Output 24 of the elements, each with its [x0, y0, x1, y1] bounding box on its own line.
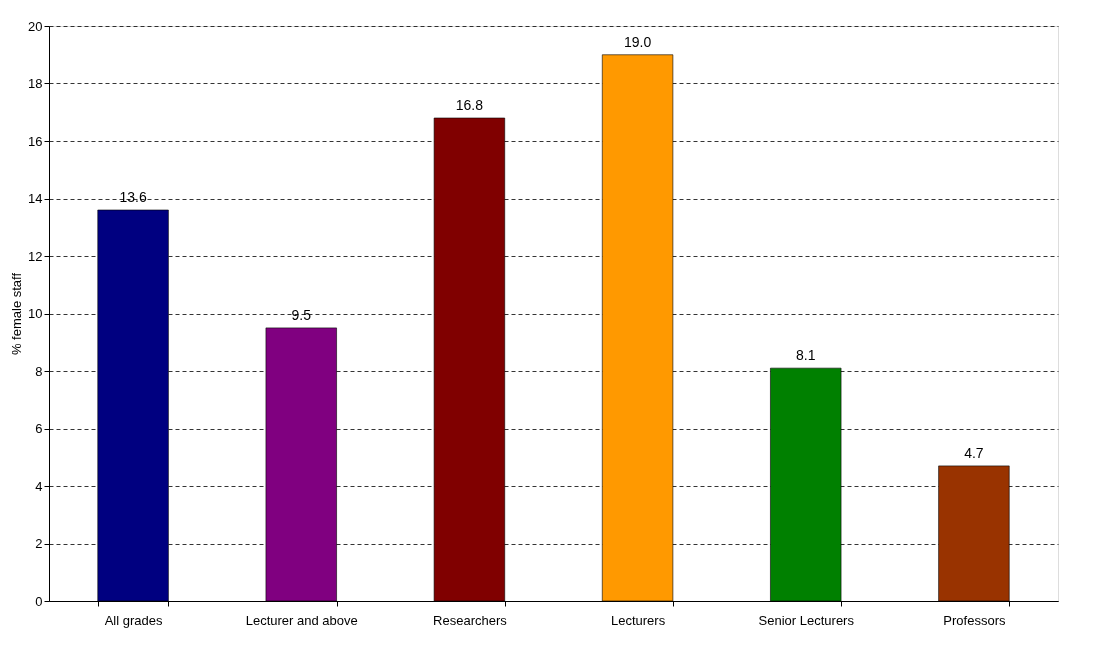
x-tick-label: All grades [104, 612, 163, 628]
y-tick-label: 12 [28, 248, 43, 264]
data-label: 19.0 [623, 33, 652, 50]
y-tick-label: 10 [28, 306, 43, 321]
y-axis-title: % female staff [9, 272, 25, 356]
y-tick-label: 6 [35, 421, 43, 436]
y-tick-label: 20 [28, 18, 43, 34]
data-label: 9.5 [291, 306, 312, 323]
y-tick-label: 16 [28, 133, 43, 149]
x-tick-label: Professors [943, 612, 1006, 628]
y-tick-label: 4 [35, 478, 43, 494]
data-label: 4.7 [964, 444, 984, 461]
y-tick-label: 2 [35, 536, 43, 551]
y-tick-label: 8 [35, 363, 43, 379]
data-label: 13.6 [119, 189, 147, 205]
x-tick-label: Lecturer and above [245, 612, 358, 628]
x-tick-label: Researchers [433, 612, 508, 628]
y-tick-label: 14 [28, 191, 43, 206]
x-tick-label: Senior Lecturers [758, 612, 855, 628]
data-label: 16.8 [455, 97, 484, 113]
data-label: 8.1 [796, 347, 816, 364]
x-tick-label: Lecturers [610, 612, 666, 628]
y-tick-label: 18 [28, 76, 43, 91]
y-tick-label: 0 [35, 593, 43, 609]
